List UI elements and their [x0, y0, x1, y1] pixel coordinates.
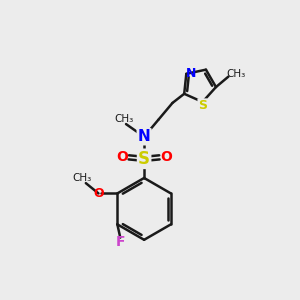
Text: N: N	[185, 67, 196, 80]
Text: O: O	[160, 150, 172, 164]
Text: O: O	[93, 187, 104, 200]
Text: CH₃: CH₃	[72, 173, 92, 183]
Text: S: S	[138, 150, 150, 168]
Text: N: N	[138, 129, 151, 144]
Text: O: O	[116, 150, 128, 164]
Text: F: F	[116, 235, 125, 249]
Text: S: S	[198, 99, 207, 112]
Text: CH₃: CH₃	[226, 69, 245, 79]
Text: CH₃: CH₃	[114, 114, 133, 124]
